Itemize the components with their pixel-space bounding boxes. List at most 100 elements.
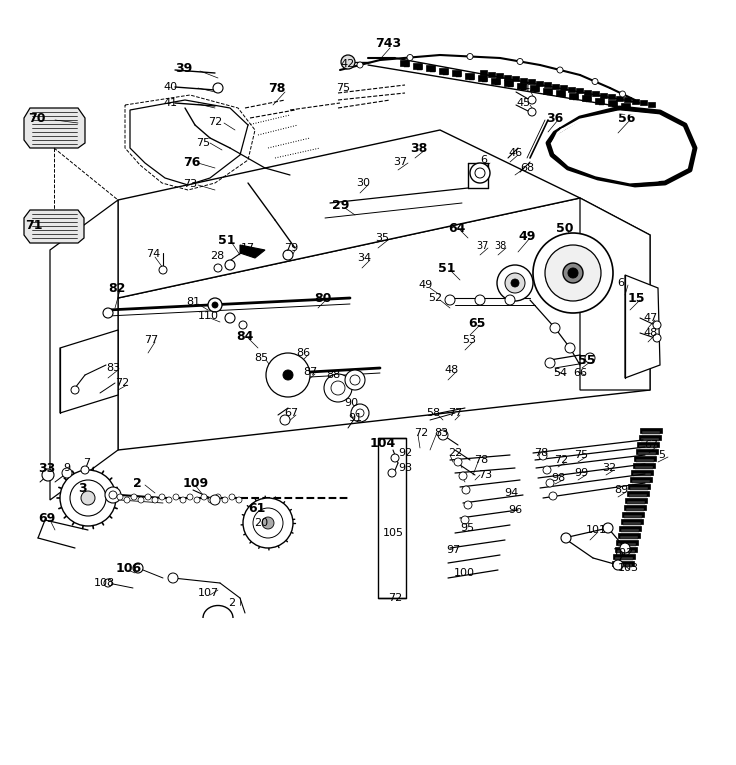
Text: 38: 38	[410, 142, 428, 155]
Bar	[618, 533, 640, 538]
Bar	[622, 512, 644, 517]
Bar	[615, 547, 637, 552]
Circle shape	[253, 508, 283, 538]
Bar	[430, 68, 435, 72]
Bar	[512, 76, 519, 81]
Circle shape	[105, 487, 121, 503]
Bar	[491, 77, 500, 83]
Bar	[413, 63, 422, 69]
Text: 48: 48	[444, 365, 459, 375]
Bar	[616, 540, 638, 545]
Text: 53: 53	[462, 335, 476, 345]
Bar	[617, 550, 634, 553]
Bar	[504, 74, 511, 80]
Text: 73: 73	[478, 470, 492, 480]
Bar	[629, 494, 646, 497]
Circle shape	[563, 263, 583, 283]
Bar	[633, 473, 651, 476]
Bar	[452, 70, 461, 76]
Text: 97: 97	[446, 545, 460, 555]
Bar	[634, 466, 653, 469]
Bar	[621, 103, 630, 109]
Bar	[640, 100, 647, 105]
Circle shape	[345, 370, 365, 390]
Bar	[517, 83, 526, 89]
Text: 105: 105	[383, 528, 404, 538]
Bar	[637, 442, 659, 447]
Circle shape	[565, 343, 575, 353]
Text: 33: 33	[38, 461, 55, 474]
Text: 54: 54	[553, 368, 567, 378]
Text: 7: 7	[83, 458, 90, 468]
Text: 6: 6	[617, 278, 624, 288]
Text: 83: 83	[106, 363, 120, 373]
Text: 94: 94	[504, 488, 518, 498]
Text: 42: 42	[340, 59, 354, 69]
Text: 28: 28	[210, 251, 224, 261]
Circle shape	[222, 497, 228, 503]
Circle shape	[71, 386, 79, 394]
Text: 40: 40	[163, 82, 177, 92]
Text: 61: 61	[248, 502, 266, 515]
Circle shape	[239, 321, 247, 329]
Bar	[627, 501, 645, 504]
Text: 30: 30	[356, 178, 370, 188]
Circle shape	[168, 573, 178, 583]
Bar	[599, 100, 604, 105]
Text: 52: 52	[428, 293, 442, 303]
Text: 109: 109	[183, 477, 209, 490]
Text: 46: 46	[508, 148, 522, 158]
Circle shape	[545, 358, 555, 368]
Text: 49: 49	[418, 280, 432, 290]
Bar	[378, 438, 406, 598]
Circle shape	[109, 491, 117, 499]
Circle shape	[225, 260, 235, 270]
Bar	[400, 60, 409, 66]
Circle shape	[475, 168, 485, 178]
Circle shape	[214, 264, 222, 272]
Text: 69: 69	[38, 512, 55, 525]
Text: 72: 72	[388, 593, 403, 603]
Text: 20: 20	[254, 518, 268, 528]
Circle shape	[557, 67, 563, 73]
Circle shape	[470, 163, 490, 183]
Circle shape	[497, 265, 533, 301]
Circle shape	[585, 353, 595, 363]
Circle shape	[201, 494, 207, 500]
Circle shape	[70, 480, 106, 516]
Text: 75: 75	[196, 138, 210, 148]
Polygon shape	[118, 198, 650, 450]
Circle shape	[533, 233, 613, 313]
Circle shape	[461, 516, 469, 524]
Bar	[640, 428, 662, 433]
Text: 78: 78	[534, 448, 548, 458]
Circle shape	[445, 295, 455, 305]
Circle shape	[180, 497, 186, 503]
Bar	[404, 63, 409, 67]
Circle shape	[350, 375, 360, 385]
Bar	[620, 536, 637, 539]
Text: 96: 96	[508, 505, 522, 515]
Text: 78: 78	[474, 455, 488, 465]
Circle shape	[388, 469, 396, 477]
Circle shape	[42, 469, 54, 481]
Text: 110: 110	[198, 311, 219, 321]
Text: 83: 83	[434, 428, 448, 438]
Text: 77: 77	[448, 408, 462, 418]
Bar	[552, 83, 559, 89]
Circle shape	[620, 91, 626, 97]
Circle shape	[104, 579, 112, 587]
Circle shape	[283, 250, 293, 260]
Bar	[631, 480, 649, 483]
Text: 73: 73	[183, 179, 197, 189]
Circle shape	[459, 472, 467, 480]
Text: 89: 89	[614, 485, 629, 495]
Bar	[530, 85, 539, 91]
Bar	[478, 75, 487, 81]
Text: 100: 100	[454, 568, 475, 578]
Bar	[636, 459, 654, 462]
Text: 88: 88	[326, 370, 340, 380]
Text: 81: 81	[186, 297, 200, 307]
Circle shape	[81, 491, 95, 505]
Circle shape	[208, 298, 222, 312]
